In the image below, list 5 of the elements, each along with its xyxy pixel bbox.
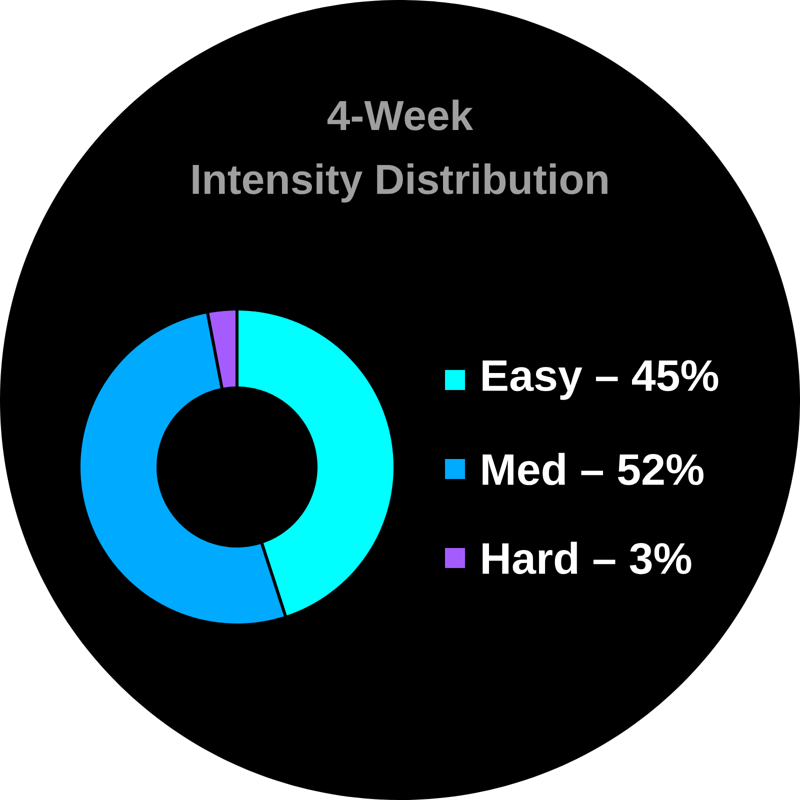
- legend-label: Hard – 3%: [482, 542, 692, 574]
- legend-label: Med – 52%: [482, 452, 704, 486]
- legend-label: Easy – 45%: [482, 360, 718, 400]
- chart-title: 4-Week: [327, 100, 474, 130]
- chart-subtitle: Intensity Distribution: [192, 163, 608, 203]
